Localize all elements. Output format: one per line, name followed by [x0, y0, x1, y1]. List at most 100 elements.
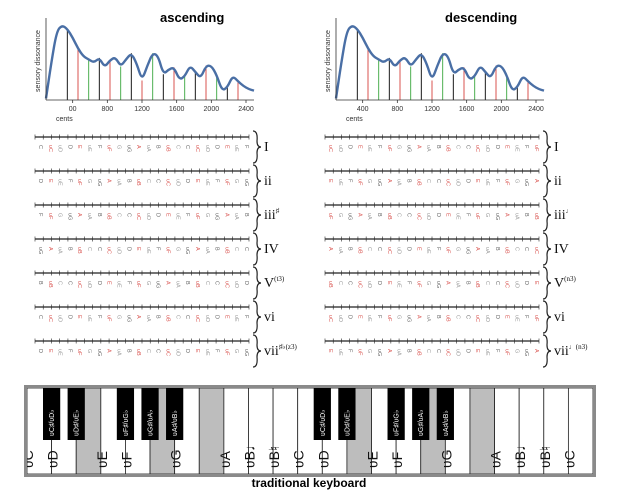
descending-note-label: B	[405, 349, 411, 353]
descending-note-label: C	[435, 349, 441, 353]
ascending-note-label: ʋA	[86, 213, 92, 220]
descending-note-label: B	[435, 145, 441, 149]
ascending-x-label: cents	[56, 116, 73, 123]
ascending-note-label: ʋE	[174, 213, 180, 220]
descending-y-label: sensory dissonance	[325, 30, 332, 92]
ascending-note-label: G	[86, 179, 92, 183]
descending-note-label: ʋE	[484, 349, 490, 356]
ascending-note-label: G	[233, 179, 239, 183]
ascending-brace	[252, 198, 262, 232]
ascending-scale-degree: ii	[264, 174, 272, 189]
traditional-keyboard: ʋC ʋD ʋE ʋF ʋG ʋA ʋB♩ ʋB♮ ʋC ʋD ʋE ʋF ʋG ʋA ʋB♩ ʋB♮ ʋC ʋC…	[20, 385, 596, 477]
descending-note-label: F	[347, 349, 353, 353]
ascending-brace	[252, 300, 262, 334]
ascending-note-label: D	[214, 145, 220, 149]
black-key-label: ʋG♯/ʋA♭	[417, 409, 425, 436]
ascending-note-label: ʋF	[76, 179, 82, 186]
descending-scale-degree: I	[554, 140, 559, 155]
black-key[interactable]: ʋD♯/ʋE♭	[67, 388, 85, 440]
ascending-note-label: F	[243, 145, 249, 149]
descending-note-label: ʋF	[533, 145, 539, 152]
descending-note-label: E	[474, 349, 480, 353]
white-key[interactable]: ʋB♩	[241, 387, 274, 475]
black-key[interactable]: ʋF♯/ʋG♭	[116, 388, 135, 440]
white-key[interactable]: ʋA	[488, 387, 520, 475]
black-key[interactable]: ʋA♯/ʋB♭	[436, 388, 454, 440]
descending-note-label: ʋG	[376, 179, 382, 186]
black-key-label: ʋF♯/ʋG♭	[122, 410, 130, 436]
descending-note-label: E	[474, 179, 480, 183]
ascending-brace	[252, 334, 262, 368]
ascending-note-label: F	[66, 179, 72, 183]
descending-note-label: ʋD	[337, 315, 343, 322]
black-key[interactable]: ʋG♯/ʋA♭	[412, 388, 430, 440]
ascending-note-label: B	[37, 281, 43, 285]
ascending-note-label: ʋC	[165, 349, 171, 356]
descending-note-label: F	[435, 247, 441, 251]
descending-note-label: ʋC	[356, 281, 362, 288]
black-key-label: ʋA♯/ʋB♭	[442, 410, 450, 436]
descending-note-label: C	[494, 281, 500, 285]
white-key-label: ʋA	[217, 450, 233, 468]
descending-note-label: B	[464, 281, 470, 285]
ascending-note-label: F	[184, 213, 190, 217]
descending-tick-label: 1600	[459, 106, 475, 113]
ascending-note-label: ʋG	[66, 213, 72, 220]
white-key[interactable]: ʋB♩	[512, 387, 545, 475]
descending-note-label: E	[327, 179, 333, 183]
ascending-scale-degree: vi	[264, 310, 275, 325]
descending-note-label: ʋC	[386, 247, 392, 254]
black-key[interactable]: ʋF♯/ʋG♭	[387, 388, 405, 440]
black-key[interactable]: ʋC♯/ʋD♭	[313, 388, 331, 440]
black-key-label: ʋD♯/ʋE♭	[343, 410, 351, 436]
ascending-note-label: E	[194, 179, 200, 183]
descending-note-label: ʋD	[425, 213, 431, 220]
white-key[interactable]	[469, 387, 495, 475]
descending-note-label: A	[415, 145, 421, 149]
ascending-note-label: ʋD	[233, 281, 239, 288]
ascending-note-label: ʋA	[174, 281, 180, 288]
black-key-label: ʋF♯/ʋG♭	[393, 410, 401, 436]
descending-brace	[542, 164, 552, 198]
white-key-label: ʋA	[488, 450, 504, 468]
descending-note-label: D	[464, 349, 470, 353]
descending-note-label: C	[464, 145, 470, 149]
white-key[interactable]: ʋB♮	[537, 387, 569, 475]
descending-note-label: F	[494, 179, 500, 183]
ascending-note-label: C	[37, 145, 43, 149]
descending-note-label: D	[347, 145, 353, 149]
descending-note-label: ʋE	[513, 315, 519, 322]
descending-note-label: ʋE	[396, 281, 402, 288]
ascending-note-label: F	[66, 349, 72, 353]
descending-brace	[542, 300, 552, 334]
descending-scale-degree: V(n3)	[554, 275, 576, 291]
ascending-note-label: C	[115, 213, 121, 217]
white-key-label: ʋB♮	[537, 446, 553, 468]
descending-note-label: C	[435, 179, 441, 183]
ascending-note-label: E	[47, 179, 53, 183]
descending-note-label: G	[484, 213, 490, 217]
black-key[interactable]: ʋG♯/ʋA♭	[141, 388, 159, 440]
black-key[interactable]: ʋD♯/ʋE♭	[338, 388, 356, 440]
descending-note-label: A	[533, 349, 539, 353]
ascending-note-label: ʋF	[194, 213, 200, 220]
descending-note-label: ʋA	[337, 247, 343, 254]
white-key[interactable]: ʋB♮	[266, 387, 299, 475]
descending-note-label: ʋG	[376, 349, 382, 356]
descending-note-label: ʋF	[415, 281, 421, 288]
black-key[interactable]: ʋA♯/ʋB♭	[166, 388, 184, 440]
descending-note-label: ʋC	[327, 315, 333, 322]
ascending-note-label: E	[76, 145, 82, 149]
descending-note-label: ʋE	[455, 213, 461, 220]
white-key-label: ʋB♩	[512, 437, 528, 468]
descending-tick-label: 400	[357, 106, 369, 113]
black-key[interactable]: ʋC♯/ʋD♭	[42, 388, 61, 440]
white-key[interactable]: ʋA	[217, 387, 249, 475]
ascending-note-label: B	[96, 213, 102, 217]
ascending-note-label: ʋG	[243, 179, 249, 186]
ascending-note-label: A	[106, 349, 112, 353]
descending-note-label: E	[415, 247, 421, 251]
descending-note-label: ʋC	[533, 247, 539, 254]
ascending-note-label: A	[135, 145, 141, 149]
white-key[interactable]: ʋC	[561, 387, 594, 475]
